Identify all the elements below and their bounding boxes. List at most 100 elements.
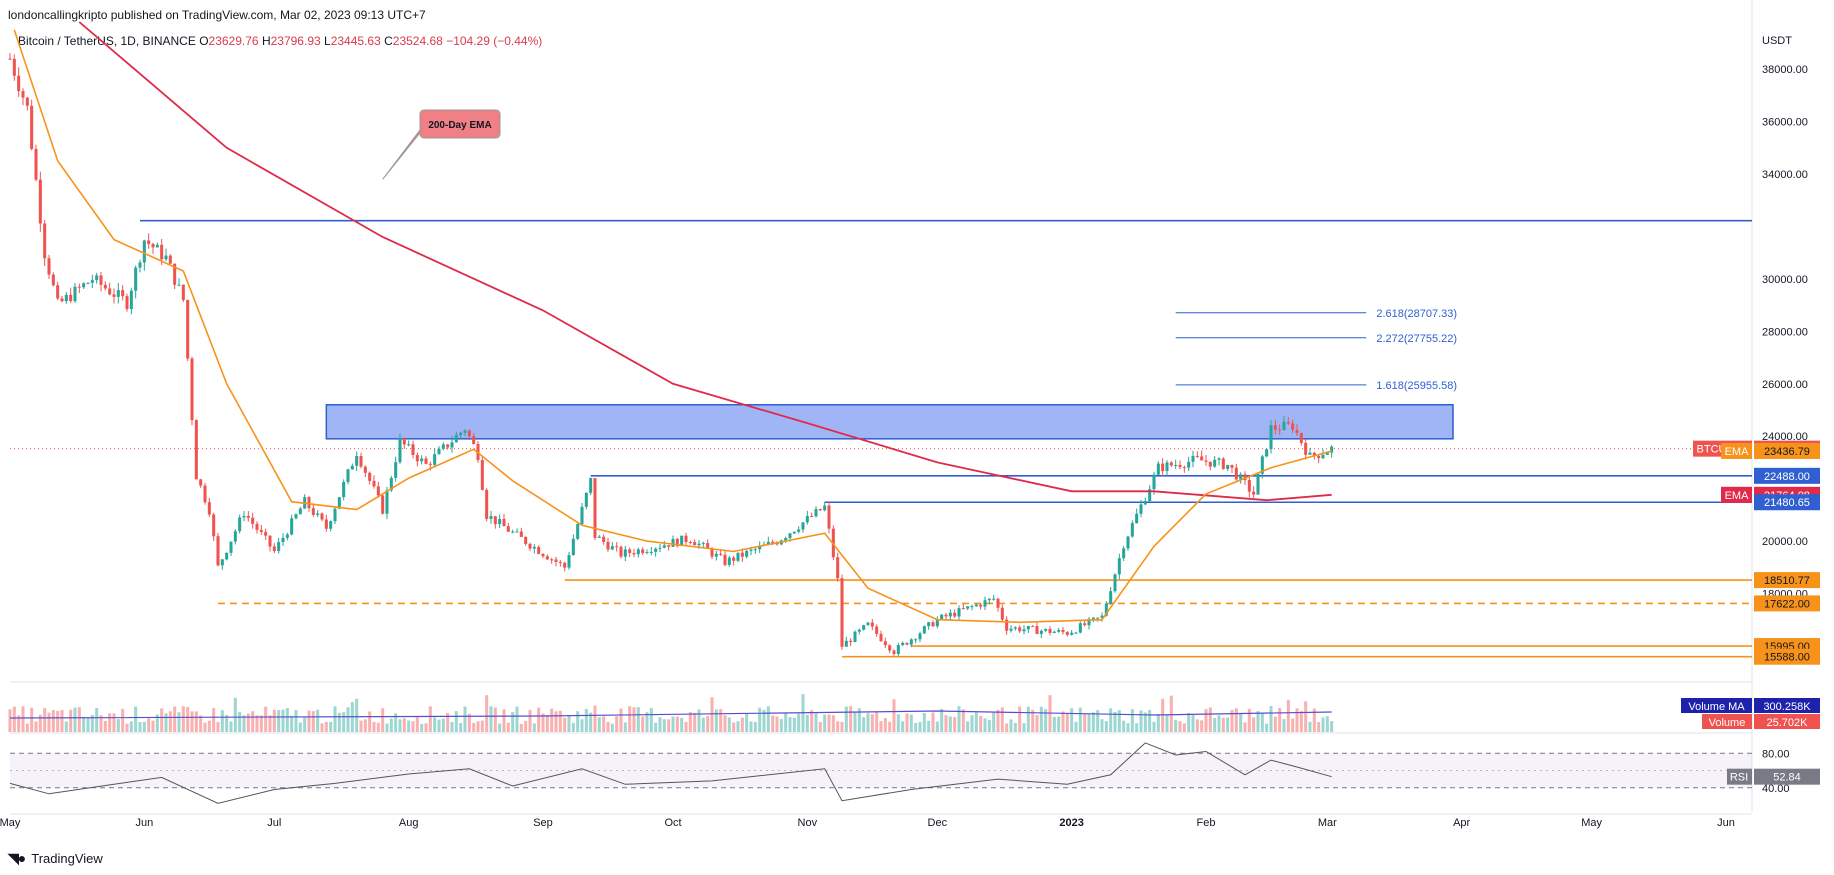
candle-body xyxy=(1156,463,1160,475)
candle-body xyxy=(1321,454,1325,459)
price-tag-label-box xyxy=(1721,442,1752,459)
volume-bar xyxy=(840,721,844,732)
volume-bar xyxy=(853,711,857,732)
volume-bar xyxy=(1330,721,1334,732)
candle-body xyxy=(1135,513,1139,524)
volume-bar xyxy=(368,711,372,732)
volume-bar xyxy=(966,721,970,732)
volume-bar xyxy=(723,715,727,732)
volume-bar xyxy=(138,722,142,732)
volume-bar xyxy=(311,711,315,732)
candle-body xyxy=(190,358,194,421)
candle-body xyxy=(307,497,311,509)
candle-body xyxy=(801,522,805,530)
candle-body xyxy=(1057,629,1061,632)
volume-bar xyxy=(1035,715,1039,732)
candle-body xyxy=(90,280,94,283)
fib-label: 1.618(25955.58) xyxy=(1376,380,1457,392)
volume-bar xyxy=(472,722,476,732)
candle-body xyxy=(788,533,792,539)
candle-body xyxy=(251,517,255,524)
y-tick-label: 38000.00 xyxy=(1762,64,1808,76)
candle-body xyxy=(1022,629,1026,632)
volume-bar xyxy=(1317,722,1321,732)
candle-body xyxy=(372,480,376,487)
volume-bar xyxy=(281,709,285,732)
volume-bar xyxy=(307,710,311,732)
volume-bar xyxy=(17,715,21,732)
volume-bar xyxy=(1230,709,1234,732)
candle-body xyxy=(1208,461,1212,467)
volume-bar xyxy=(355,698,359,732)
candle-body xyxy=(441,444,445,449)
volume-bar xyxy=(411,721,415,732)
candle-body xyxy=(294,514,298,519)
volume-bar xyxy=(584,708,588,732)
volume-bar xyxy=(30,707,34,732)
volume-bar xyxy=(996,709,1000,732)
candle-body xyxy=(1247,479,1251,492)
candle-body xyxy=(398,438,402,463)
volume-bar xyxy=(1013,722,1017,732)
volume-bar xyxy=(394,713,398,732)
candle-body xyxy=(1213,459,1217,467)
candle-body xyxy=(268,535,272,547)
candle-body xyxy=(64,294,68,302)
fib-label: 2.618(28707.33) xyxy=(1376,308,1457,320)
volume-bar xyxy=(931,712,935,732)
volume-bar xyxy=(381,708,385,732)
candle-body xyxy=(1273,425,1277,430)
candle-body xyxy=(814,509,818,517)
candle-body xyxy=(385,490,389,514)
volume-bar xyxy=(554,711,558,732)
x-tick-label: Dec xyxy=(928,817,948,829)
volume-bar xyxy=(268,715,272,732)
volume-tag-value: 300.258K xyxy=(1763,701,1811,713)
volume-bar xyxy=(1269,706,1273,732)
candle-body xyxy=(467,430,471,437)
candle-body xyxy=(25,97,29,106)
volume-bar xyxy=(420,723,424,732)
candle-body xyxy=(740,552,744,557)
candle-body xyxy=(43,223,47,259)
volume-bar xyxy=(779,719,783,732)
symbol-name[interactable]: Bitcoin / TetherUS, 1D, BINANCE xyxy=(18,34,196,48)
candle-body xyxy=(875,626,879,634)
volume-bar xyxy=(216,722,220,732)
candle-body xyxy=(866,622,870,626)
candle-body xyxy=(272,546,276,552)
volume-bar xyxy=(849,706,853,732)
candle-body xyxy=(1291,423,1295,430)
candle-body xyxy=(922,626,926,634)
candle-body xyxy=(667,545,671,547)
candle-body xyxy=(147,240,151,244)
x-tick-label: Nov xyxy=(798,817,818,829)
candle-body xyxy=(636,549,640,555)
candle-body xyxy=(710,548,714,557)
volume-bar xyxy=(129,721,133,732)
volume-bar xyxy=(493,707,497,732)
volume-bar xyxy=(1096,710,1100,732)
volume-bar xyxy=(1191,715,1195,732)
volume-bar xyxy=(324,721,328,732)
volume-bar xyxy=(168,711,172,732)
candle-body xyxy=(996,598,1000,608)
candle-body xyxy=(905,642,909,645)
candle-body xyxy=(1169,462,1173,466)
rsi-tick: 80.00 xyxy=(1762,748,1790,760)
candle-body xyxy=(736,552,740,561)
candle-body xyxy=(207,502,211,515)
volume-bar xyxy=(125,723,129,732)
volume-bar xyxy=(1304,701,1308,732)
volume-bar xyxy=(1200,720,1204,732)
volume-bar xyxy=(108,713,112,732)
candle-body xyxy=(1299,433,1303,443)
candle-body xyxy=(73,286,77,302)
candle-body xyxy=(415,455,419,462)
candle-body xyxy=(454,435,458,443)
candle-body xyxy=(238,517,242,532)
volume-bar xyxy=(870,714,874,732)
volume-tag-label-box xyxy=(1702,714,1752,729)
candle-body xyxy=(259,529,263,532)
